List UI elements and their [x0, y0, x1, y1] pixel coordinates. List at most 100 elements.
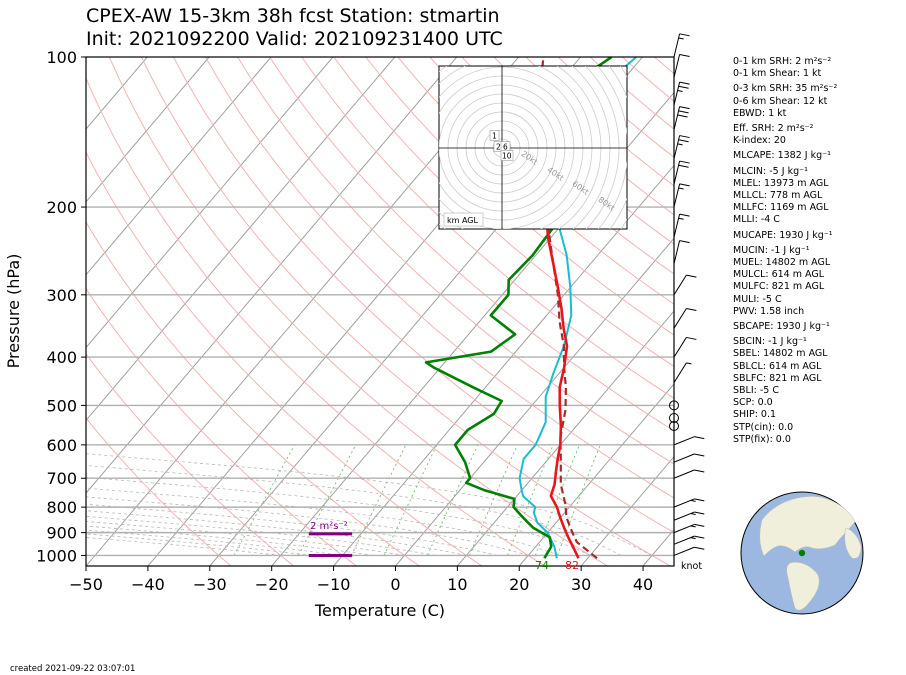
surface-dewpoint-label: 74 — [535, 559, 549, 572]
wind-barb — [673, 546, 705, 556]
stat-line: MLCAPE: 1382 J kg⁻¹ — [733, 150, 831, 162]
stat-line: MLLI: -4 C — [733, 214, 780, 226]
wind-barb-flag — [679, 106, 690, 110]
x-tick-label: 40 — [633, 575, 653, 594]
wind-barb — [673, 336, 697, 358]
stat-line: MLEL: 13973 m AGL — [733, 177, 829, 189]
wind-barb-staff — [673, 33, 681, 58]
dry-adiabat-line — [140, 57, 671, 566]
hodograph-height-label: 2 — [496, 143, 501, 152]
dry-adiabat-line — [333, 57, 674, 367]
isotherm-line — [580, 456, 674, 566]
wind-barb — [673, 469, 705, 479]
wind-barb — [673, 33, 690, 58]
dry-adiabat-line — [86, 77, 545, 566]
dry-adiabat-line — [86, 287, 357, 566]
wind-barb-flag — [679, 240, 690, 244]
stat-line: PWV: 1.58 inch — [733, 305, 805, 317]
stat-line: Eff. SRH: 2 m²s⁻² — [733, 123, 814, 135]
wind-barb-flag — [678, 85, 689, 89]
dry-adiabat-line — [86, 417, 232, 566]
wind-barb-half-flag — [686, 362, 692, 365]
wind-barb-half-flag — [678, 37, 684, 40]
hodograph-legend-box — [443, 212, 484, 227]
y-axis: 100 200 300 400 500 600 700 800 900 1000 — [36, 48, 86, 565]
temperature-profile-line — [543, 129, 580, 559]
stat-line: STP(cin): 0.0 — [733, 421, 794, 433]
x-tick-label: 20 — [509, 575, 529, 594]
isobar-lines — [86, 206, 674, 557]
surface-temp-label: 82 — [565, 559, 579, 572]
wind-barb-flag — [694, 511, 705, 515]
mixing-ratio-line — [233, 444, 296, 556]
wind-barb-flag — [694, 469, 705, 473]
wind-barb-flag — [694, 546, 705, 550]
stat-line: MULFC: 821 m AGL — [733, 281, 825, 293]
wind-barb-half-flag — [690, 525, 696, 528]
stat-line: K-index: 20 — [733, 135, 786, 147]
x-tick-label: 30 — [571, 575, 591, 594]
wind-barb — [673, 213, 690, 238]
y-axis-label: Pressure (hPa) — [4, 254, 23, 369]
wind-barb — [673, 453, 705, 463]
mixing-ratio-line — [383, 444, 438, 556]
stat-line: 0-3 km SRH: 35 m²s⁻² — [733, 83, 838, 95]
wind-barb-staff — [673, 453, 695, 463]
dry-adiabat-line — [173, 57, 674, 534]
chart-title: CPEX-AW 15-3km 38h fcst Station: stmarti… — [86, 5, 500, 27]
stat-line: MUEL: 14802 m AGL — [733, 257, 831, 269]
wind-barb-staff — [673, 183, 681, 208]
y-tick-label: 600 — [46, 436, 77, 455]
stat-line: MLLFC: 1169 m AGL — [733, 202, 829, 214]
wind-barb-flag — [679, 53, 690, 57]
wind-barb-flag — [694, 498, 705, 502]
globe-land-north-america — [759, 496, 856, 557]
wind-barb — [673, 274, 697, 296]
wind-barb-staff — [673, 546, 695, 556]
moist-adiabat-line — [86, 476, 591, 556]
stat-line: SBCAPE: 1930 J kg⁻¹ — [733, 321, 830, 333]
wind-barb-flag — [679, 33, 690, 37]
stat-line: SBLFC: 821 m AGL — [733, 372, 822, 384]
wind-barb — [673, 160, 690, 185]
moist-adiabat-line — [86, 515, 436, 556]
calm-wind-circle — [669, 421, 679, 432]
isotherm-line — [86, 57, 458, 494]
stat-line: MUCAPE: 1930 J kg⁻¹ — [733, 229, 833, 241]
wind-barb — [673, 240, 690, 264]
mixing-ratio-line — [469, 444, 518, 556]
y-tick-label: 800 — [46, 498, 77, 517]
wind-barb-flag — [694, 535, 705, 539]
stat-line: STP(fix): 0.0 — [733, 433, 791, 445]
wind-barb-staff — [673, 469, 695, 479]
wind-barb — [673, 436, 705, 446]
mixing-ratio-line — [427, 444, 479, 556]
stat-line: SBLI: -5 C — [733, 385, 779, 397]
calm-wind-circle — [669, 400, 679, 411]
station-marker — [798, 549, 806, 557]
srh-label: 2 m²s⁻² — [310, 521, 348, 532]
srh-bars: 2 m²s⁻² — [308, 521, 353, 557]
wind-barb-half-flag — [678, 217, 684, 220]
wind-barb-flag — [694, 453, 705, 457]
wind-barb-flag — [679, 135, 690, 139]
wind-barb — [673, 535, 705, 545]
mixing-ratio-line — [297, 444, 357, 556]
chart-subtitle: Init: 2021092200 Valid: 202109231400 UTC — [86, 28, 503, 50]
isotherm-line — [518, 383, 674, 566]
isotherm-line — [86, 57, 334, 349]
y-tick-label: 900 — [46, 524, 77, 543]
wind-barb-staff — [673, 274, 687, 296]
parcel-profile-line — [536, 57, 598, 560]
stat-line: SCP: 0.0 — [733, 397, 773, 409]
moist-adiabat-line — [86, 487, 560, 556]
wind-barb-half-flag — [690, 537, 696, 540]
wind-barb-staff — [673, 160, 681, 185]
globe-land-south-america — [786, 562, 820, 611]
hodograph-label: km AGL — [447, 216, 479, 225]
dry-adiabat-line — [86, 151, 483, 566]
wind-barb-staff — [673, 54, 681, 78]
hodograph-height-box — [489, 130, 500, 141]
wind-barb-staff — [673, 106, 681, 130]
